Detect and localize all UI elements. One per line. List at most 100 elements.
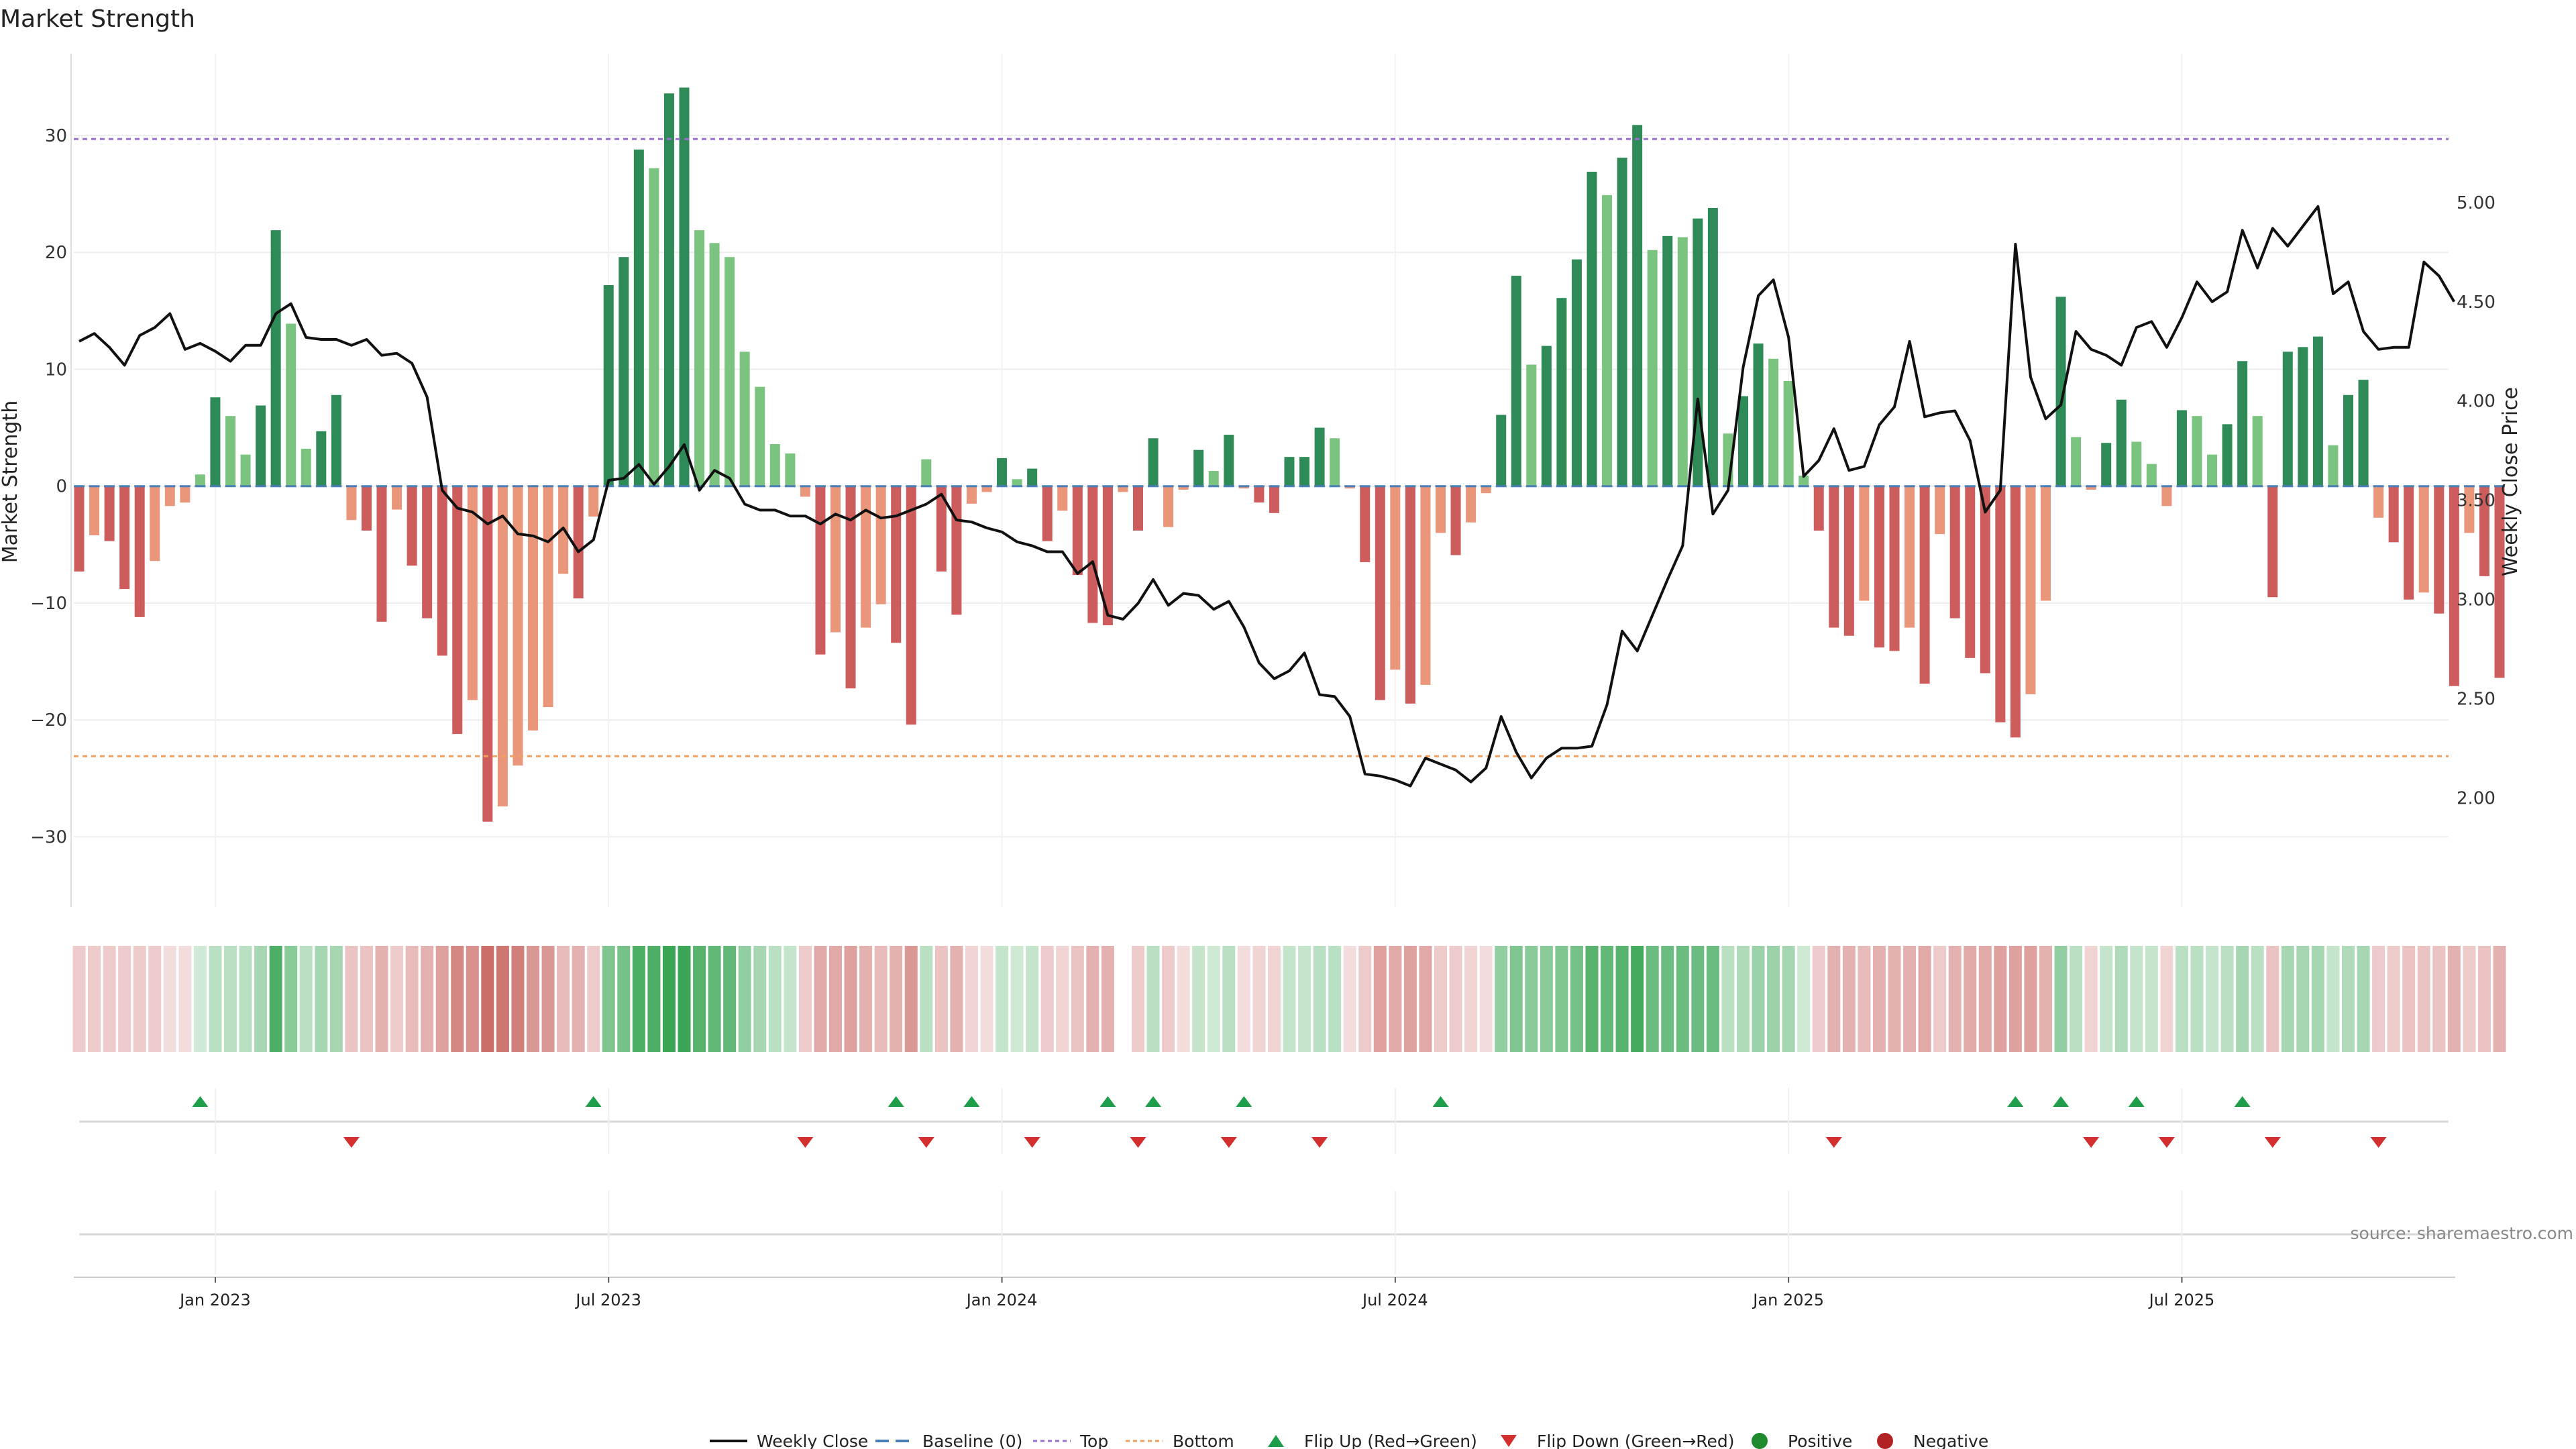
flip-down-marker [1024, 1137, 1040, 1148]
strength-bar [1420, 486, 1431, 685]
strength-bar [1526, 364, 1537, 486]
strength-bar [2222, 424, 2233, 486]
strength-bar [422, 486, 433, 619]
strength-bar [1072, 486, 1083, 576]
strength-bar [1919, 486, 1930, 684]
heat-cell [2296, 946, 2310, 1052]
strength-bar [2464, 486, 2475, 533]
strength-bar [663, 93, 674, 486]
strength-bar [2252, 416, 2263, 486]
heat-cell [2190, 946, 2204, 1052]
y-tick-left: 20 [45, 243, 67, 263]
heat-cell [1207, 946, 1220, 1052]
strength-bar [150, 486, 160, 561]
strength-bar [1344, 486, 1355, 489]
x-tick-label: Jul 2023 [574, 1291, 641, 1309]
strength-bar [1587, 171, 1597, 486]
strength-bar [1889, 486, 1900, 651]
heat-cell [1646, 946, 1659, 1052]
heat-cell [708, 946, 721, 1052]
strength-bar [1284, 457, 1295, 486]
x-tick-label: Jan 2025 [1752, 1291, 1824, 1309]
heat-cell [2477, 946, 2491, 1052]
strength-bar [1118, 486, 1128, 492]
heat-cell [1313, 946, 1326, 1052]
strength-bar [1677, 237, 1688, 486]
strength-bar [2434, 486, 2445, 614]
strength-bar [1662, 235, 1673, 486]
strength-bar [2449, 486, 2459, 686]
strength-bar [467, 486, 478, 700]
reference-lines [74, 138, 2449, 757]
strength-bar [1496, 415, 1507, 486]
heat-cell [1601, 946, 1614, 1052]
heat-cell [541, 946, 555, 1052]
source-note: source: sharemaestro.com [2351, 1224, 2574, 1243]
heat-cell [148, 946, 162, 1052]
legend-label: Bottom [1173, 1432, 1234, 1449]
strength-bar [588, 486, 599, 517]
strength-bar [830, 486, 841, 633]
heat-cell [269, 946, 282, 1052]
strength-bar [543, 486, 553, 708]
strength-bar [603, 285, 614, 486]
heat-cell [1419, 946, 1432, 1052]
heat-cell [405, 946, 419, 1052]
flip-down-marker [2264, 1137, 2281, 1148]
heat-cell [1162, 946, 1175, 1052]
heat-cell [1252, 946, 1266, 1052]
heat-cell [1691, 946, 1705, 1052]
heat-cell [647, 946, 661, 1052]
strength-bar [1647, 250, 1658, 486]
strength-bar [1813, 486, 1824, 531]
flip-up-marker [1099, 1096, 1116, 1107]
strength-bar [2312, 336, 2323, 486]
strength-bar [1571, 259, 1582, 486]
strength-bar [861, 486, 871, 628]
heat-cell [1146, 946, 1160, 1052]
strength-bar [286, 323, 297, 486]
strength-bar [1436, 486, 1446, 533]
heat-cell [72, 946, 86, 1052]
strength-bar [270, 230, 281, 486]
flip-down-marker [797, 1137, 814, 1148]
strength-bar [1843, 486, 1854, 636]
weekly-close-polyline [78, 205, 2456, 788]
strength-bar [1224, 435, 1234, 486]
strength-bar [2373, 486, 2384, 518]
strength-bar [1632, 125, 1643, 486]
heat-cell [1010, 946, 1024, 1052]
flip-down-marker [2158, 1137, 2175, 1148]
heat-cell [950, 946, 963, 1052]
heat-cell [1994, 946, 2007, 1052]
strength-bar [815, 486, 826, 655]
strength-bar [2404, 486, 2414, 600]
strength-bar [906, 486, 916, 725]
heat-cell [1842, 946, 1856, 1052]
legend-swatch-positive [1752, 1433, 1768, 1449]
heat-cell [2008, 946, 2022, 1052]
strength-bar [694, 230, 705, 486]
heat-cell [2463, 946, 2476, 1052]
strength-bar [392, 486, 402, 510]
heat-cell [1358, 946, 1372, 1052]
heat-cell [1479, 946, 1493, 1052]
flip-down-marker [918, 1137, 934, 1148]
grid [70, 54, 2449, 907]
strength-bar [1148, 438, 1159, 486]
heat-cell [1978, 946, 1992, 1052]
heat-cell [1298, 946, 1311, 1052]
strength-bar [1707, 208, 1718, 486]
y-tick-left: −10 [30, 594, 67, 614]
strength-bar [1799, 476, 1809, 486]
strength-bar [1904, 486, 1915, 628]
y-axis-label-right: Weekly Close Price [2499, 387, 2522, 576]
heat-cell [2417, 946, 2430, 1052]
legend-label: Flip Up (Red→Green) [1304, 1432, 1477, 1449]
heat-cell [329, 946, 343, 1052]
legend-label: Positive [1788, 1432, 1852, 1449]
heat-cell [1525, 946, 1538, 1052]
heat-cell [1026, 946, 1039, 1052]
strength-bar [1829, 486, 1839, 628]
heat-cell [2024, 946, 2037, 1052]
